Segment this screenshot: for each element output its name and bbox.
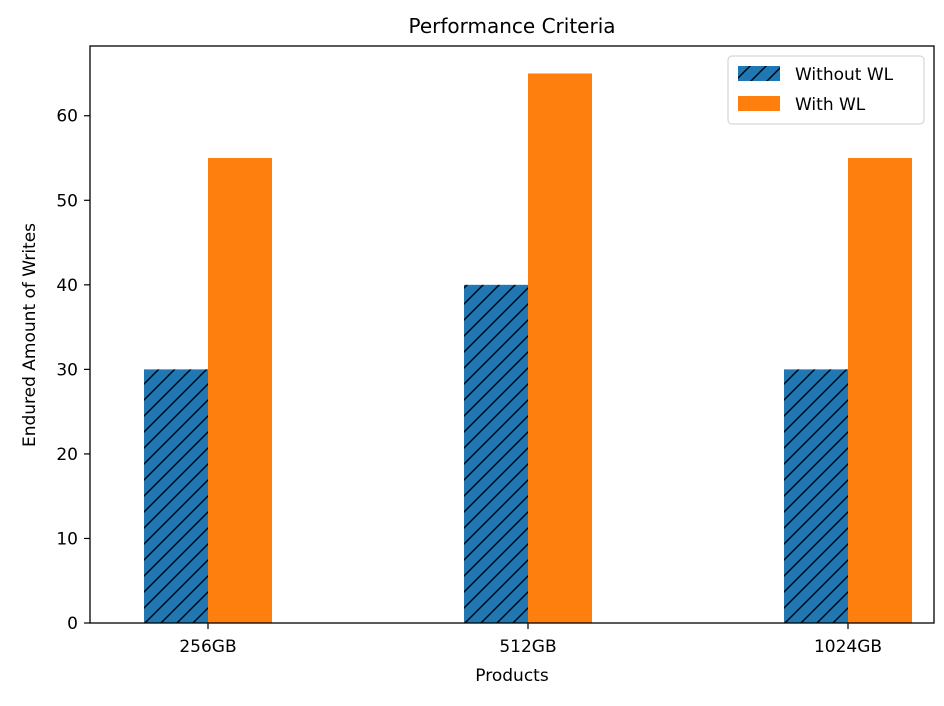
plot-frame [89,45,935,624]
bar [784,369,848,623]
chart-title: Performance Criteria [408,14,615,38]
x-tick-label: 256GB [179,637,236,657]
x-tick-label: 1024GB [814,637,882,657]
bar [208,158,272,623]
plot-area: 0 10 20 30 40 50 60 256GB 512GB 1024GB [56,45,935,657]
legend-swatch [738,66,780,81]
x-tick-label: 512GB [499,637,556,657]
y-tick-label: 60 [56,107,78,127]
legend-label: With WL [795,95,866,115]
legend: Without WL With WL [727,55,925,125]
y-tick-label: 10 [56,529,78,549]
y-tick-label: 30 [56,360,78,380]
x-axis-label: Products [475,666,549,686]
y-axis-label: Endured Amount of Writes [20,223,40,447]
y-tick-label: 20 [56,445,78,465]
y-tick-label: 40 [56,276,78,296]
bar [528,73,592,623]
legend-label: Without WL [795,65,894,85]
bar [848,158,912,623]
bar [144,369,208,623]
y-tick-label: 50 [56,191,78,211]
legend-swatch [738,96,780,111]
y-tick-label: 0 [67,614,78,634]
bar [464,284,528,623]
